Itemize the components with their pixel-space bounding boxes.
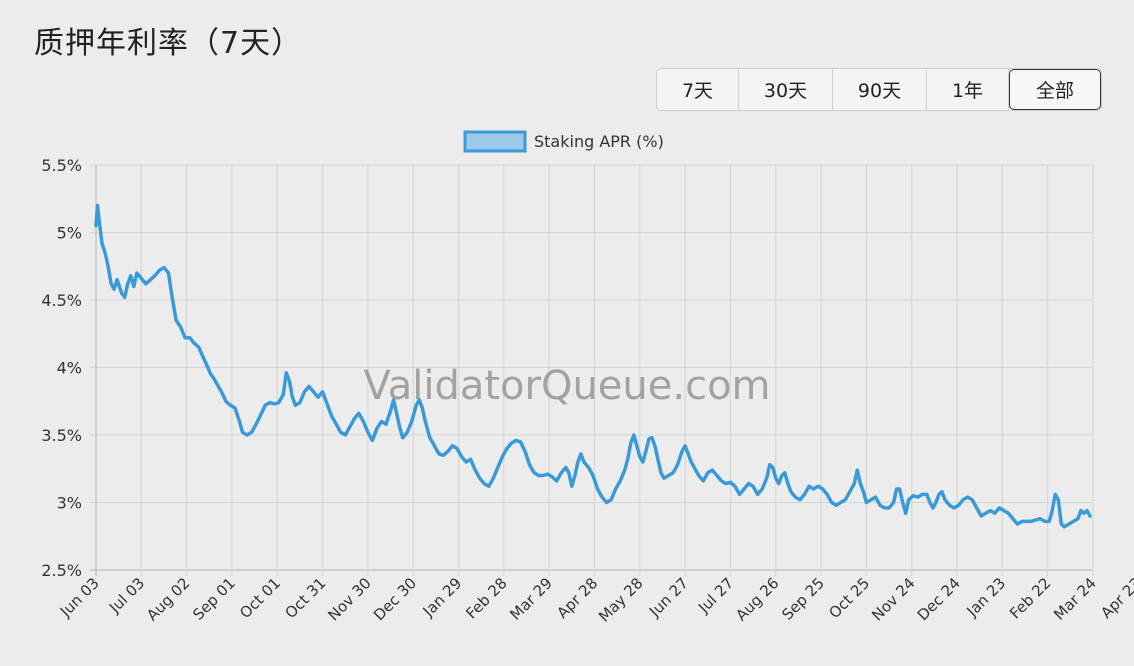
x-tick-label: Apr 23 xyxy=(1097,574,1134,622)
x-tick-label: Jul 27 xyxy=(694,574,737,617)
legend-label: Staking APR (%) xyxy=(534,132,664,151)
x-tick-label: Jan 29 xyxy=(419,574,466,621)
x-tick-label: Dec 30 xyxy=(370,574,420,624)
x-tick-label: Feb 28 xyxy=(462,574,510,622)
x-tick-label: Sep 01 xyxy=(189,574,239,624)
x-tick-label: Oct 31 xyxy=(281,574,329,622)
range-all-button[interactable]: 全部 xyxy=(1009,69,1101,110)
x-tick-label: Sep 25 xyxy=(778,574,828,624)
x-tick-label: May 28 xyxy=(595,574,647,626)
range-selector: 7天 30天 90天 1年 全部 xyxy=(656,68,1102,111)
range-90d-button[interactable]: 90天 xyxy=(833,69,927,110)
y-tick-label: 5% xyxy=(57,224,82,243)
x-tick-label: Jul 03 xyxy=(105,574,148,617)
chart-legend[interactable]: Staking APR (%) xyxy=(463,130,664,153)
x-tick-label: Jun 03 xyxy=(56,574,103,621)
y-tick-label: 5.5% xyxy=(41,156,82,175)
y-tick-label: 2.5% xyxy=(41,561,82,580)
x-tick-label: Aug 02 xyxy=(143,574,193,624)
page-title: 质押年利率（7天） xyxy=(34,26,303,61)
x-tick-label: Oct 01 xyxy=(236,574,284,622)
x-tick-label: Nov 30 xyxy=(324,574,374,624)
y-tick-label: 3.5% xyxy=(41,426,82,445)
x-tick-label: Jan 23 xyxy=(963,574,1010,621)
x-tick-label: Apr 28 xyxy=(553,574,601,622)
range-1y-button[interactable]: 1年 xyxy=(927,69,1009,110)
y-tick-label: 4% xyxy=(57,359,82,378)
x-tick-label: Mar 29 xyxy=(506,574,556,624)
x-tick-label: Aug 26 xyxy=(732,574,782,624)
series-line-staking-apr xyxy=(94,203,1092,529)
y-tick-label: 4.5% xyxy=(41,291,82,310)
legend-swatch xyxy=(463,130,527,153)
watermark: ValidatorQueue.com xyxy=(363,363,770,409)
y-tick-label: 3% xyxy=(57,494,82,513)
x-tick-label: Feb 22 xyxy=(1006,574,1054,622)
x-tick-label: Mar 24 xyxy=(1050,574,1100,624)
x-tick-label: Nov 24 xyxy=(868,574,918,624)
x-tick-label: Oct 25 xyxy=(825,574,873,622)
range-30d-button[interactable]: 30天 xyxy=(739,69,833,110)
x-tick-label: Dec 24 xyxy=(914,574,964,624)
range-7d-button[interactable]: 7天 xyxy=(657,69,739,110)
x-tick-label: Jun 27 xyxy=(645,574,692,621)
